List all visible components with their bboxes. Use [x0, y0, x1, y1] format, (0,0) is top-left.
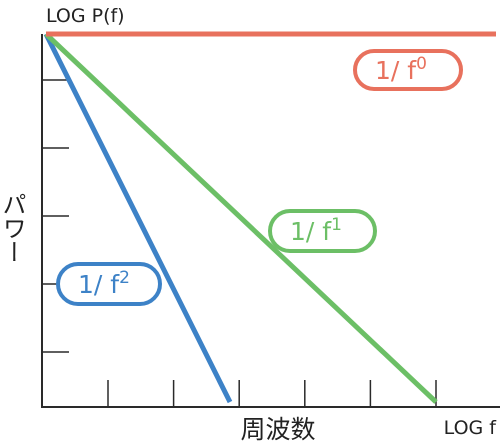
series-tag-neg2: 1/ f2	[56, 262, 162, 306]
series-tag-outline	[353, 49, 463, 91]
series-line-slope-neg2	[43, 32, 233, 404]
y-axis-ticks	[42, 79, 69, 353]
series-tags: 1/ f0 1/ f1 1/ f2	[56, 49, 463, 306]
series-tag-outline	[56, 262, 162, 306]
y-axis-side-label: パワー	[0, 192, 26, 264]
series-tag-outline	[268, 209, 377, 253]
x-axis-label: 周波数	[240, 415, 315, 444]
x-axis-right-label: LOG f	[444, 417, 498, 439]
series-tag-neg1: 1/ f1	[268, 209, 377, 253]
series-line-slope-neg1	[44, 32, 438, 404]
series-tag-0: 1/ f0	[353, 49, 463, 91]
series-lines	[43, 31, 496, 404]
x-axis-ticks	[107, 380, 437, 407]
y-axis-top-label: LOG P(f)	[46, 5, 125, 27]
